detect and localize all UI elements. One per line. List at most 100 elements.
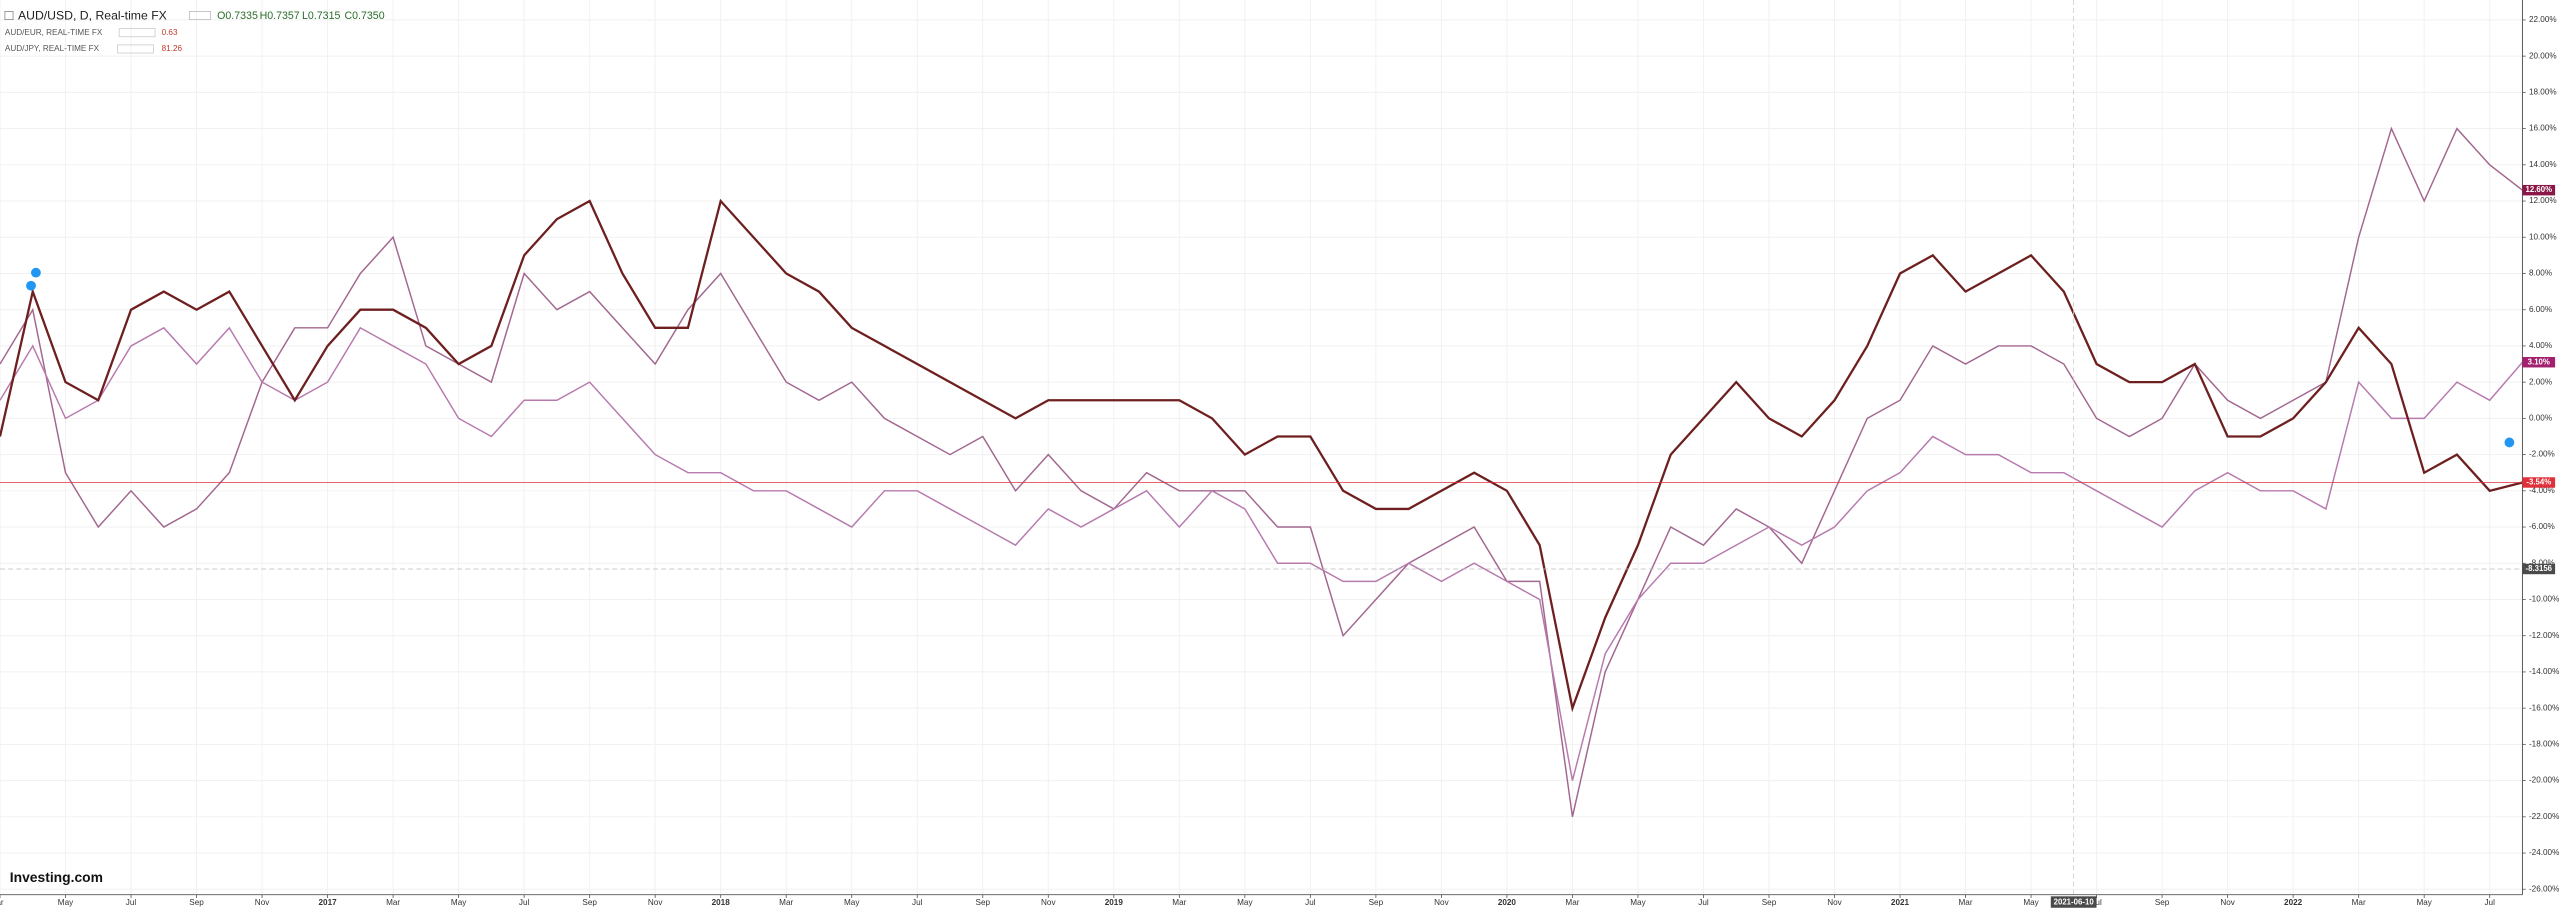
x-tick-label: 2017 — [319, 898, 338, 907]
y-tick-label: -12.00% — [2529, 631, 2559, 640]
y-tick-label: 8.00% — [2529, 269, 2552, 278]
x-tick-label: Nov — [2220, 898, 2235, 907]
crosshair-y-badge — [2522, 563, 2556, 575]
x-tick-label: 2019 — [1105, 898, 1124, 907]
legend-icons — [118, 28, 156, 38]
x-tick-label: May — [451, 898, 467, 907]
x-tick-label: 2020 — [1498, 898, 1517, 907]
logo: Investing.com — [10, 869, 103, 885]
x-tick-label: May — [2416, 898, 2432, 907]
x-tick-label: Nov — [1434, 898, 1449, 907]
y-tick-label: 10.00% — [2529, 232, 2557, 241]
y-tick-label: 0.00% — [2529, 414, 2552, 423]
y-tick-label: 16.00% — [2529, 124, 2557, 133]
y-tick-label: -4.00% — [2529, 486, 2555, 495]
ohlc-value: O0.7335 — [217, 10, 258, 22]
plot — [0, 0, 2524, 895]
y-tick-label: 22.00% — [2529, 15, 2557, 24]
x-tick-label: Jul — [1698, 898, 1709, 907]
legend-value: 0.63 — [162, 28, 178, 37]
x-tick-label: May — [2023, 898, 2039, 907]
x-tick-label: Nov — [1827, 898, 1842, 907]
y-tick-label: 6.00% — [2529, 305, 2552, 314]
x-tick-label: May — [58, 898, 74, 907]
chart-title: AUD/USD, D, Real-time FX — [18, 9, 167, 23]
x-tick-label: Mar — [2352, 898, 2366, 907]
x-tick-label: Sep — [1369, 898, 1384, 907]
y-tick-label: -6.00% — [2529, 522, 2555, 531]
grid — [0, 0, 2523, 895]
x-tick-label: 2022 — [2284, 898, 2303, 907]
x-tick-label: May — [1237, 898, 1253, 907]
event-flag[interactable] — [26, 280, 36, 291]
x-tick-label: Mar — [779, 898, 793, 907]
y-tick-label: -2.00% — [2529, 450, 2555, 459]
y-tick-label: -8.00% — [2529, 558, 2555, 567]
ohlc-value: H0.7357 — [260, 10, 300, 22]
crosshair-y-label: -8.3156 — [2525, 564, 2552, 573]
x-tick-label: Jul — [519, 898, 530, 907]
y-tick-label: -22.00% — [2529, 812, 2559, 821]
y-tick-label: 12.00% — [2529, 196, 2557, 205]
last-value-badge — [2522, 184, 2556, 196]
y-tick-label: -26.00% — [2529, 884, 2559, 893]
x-tick-label: Nov — [255, 898, 270, 907]
x-tick-label: Mar — [1959, 898, 1973, 907]
x-tick-label: 2018 — [712, 898, 731, 907]
event-flag[interactable] — [2504, 437, 2515, 448]
ohlc-value: C0.7350 — [344, 10, 384, 22]
x-tick-label: Jul — [2091, 898, 2102, 907]
y-tick-label: 4.00% — [2529, 341, 2552, 350]
x-tick-label: May — [1630, 898, 1646, 907]
y-tick-label: -20.00% — [2529, 776, 2559, 785]
series-line — [0, 198, 2523, 713]
last-value-badge — [2522, 477, 2556, 488]
x-tick-label: Sep — [976, 898, 991, 907]
axes: 22.00% 20.00% 18.00% 16.00% 14.00% 12.00% 10.0… — [0, 15, 2559, 908]
y-tick-label: -16.00% — [2529, 703, 2559, 712]
y-tick-label: -10.00% — [2529, 595, 2559, 604]
x-tick-label: Sep — [582, 898, 597, 907]
x-tick-label: 2021 — [1891, 898, 1910, 907]
x-tick-label: ar — [0, 898, 4, 907]
x-tick-label: Nov — [648, 898, 663, 907]
x-tick-label: Jul — [1305, 898, 1316, 907]
x-tick-label: Sep — [189, 898, 204, 907]
y-tick-label: -24.00% — [2529, 848, 2559, 857]
x-tick-label: Sep — [1762, 898, 1777, 907]
series-line — [0, 326, 2524, 781]
legend-name: AUD/EUR, REAL-TIME FX — [5, 28, 103, 37]
x-tick-label: Mar — [1172, 898, 1186, 907]
y-tick-label: 18.00% — [2529, 88, 2557, 97]
ohlc-value: L0.7315 — [302, 10, 340, 22]
y-tick-label: -14.00% — [2529, 667, 2559, 676]
legend-name: AUD/JPY, REAL-TIME FX — [5, 44, 100, 53]
y-tick-label: 2.00% — [2529, 377, 2552, 386]
last-value-badge — [2522, 356, 2556, 368]
y-tick-label: 14.00% — [2529, 160, 2557, 169]
y-tick-label: -18.00% — [2529, 740, 2559, 749]
legend-value: 81.26 — [162, 44, 183, 53]
last-value-label: 12.60% — [2525, 185, 2552, 194]
legend: O0.7335 H0.7357 L0.7315 C0.7350 AUD/EUR, REA… — [5, 10, 385, 54]
y-tick-label: 20.00% — [2529, 51, 2557, 60]
series-line — [0, 126, 2523, 817]
x-tick-label: Mar — [1565, 898, 1579, 907]
crosshair-x-badge — [2050, 896, 2097, 908]
event-flag[interactable] — [31, 267, 41, 278]
header-icons — [188, 11, 212, 21]
last-value-label: 3.10% — [2528, 357, 2550, 366]
x-tick-label: Jul — [912, 898, 923, 907]
x-tick-label: Jul — [126, 898, 137, 907]
x-tick-label: Jul — [2484, 898, 2495, 907]
collapse-icon[interactable] — [4, 11, 14, 21]
x-tick-label: Nov — [1041, 898, 1056, 907]
legend-icons — [117, 44, 154, 54]
x-tick-label: May — [844, 898, 860, 907]
crosshair-x-label: 2021-06-10 — [2054, 897, 2095, 906]
x-tick-label: Sep — [2155, 898, 2170, 907]
last-value-label: -3.54% — [2526, 478, 2551, 487]
